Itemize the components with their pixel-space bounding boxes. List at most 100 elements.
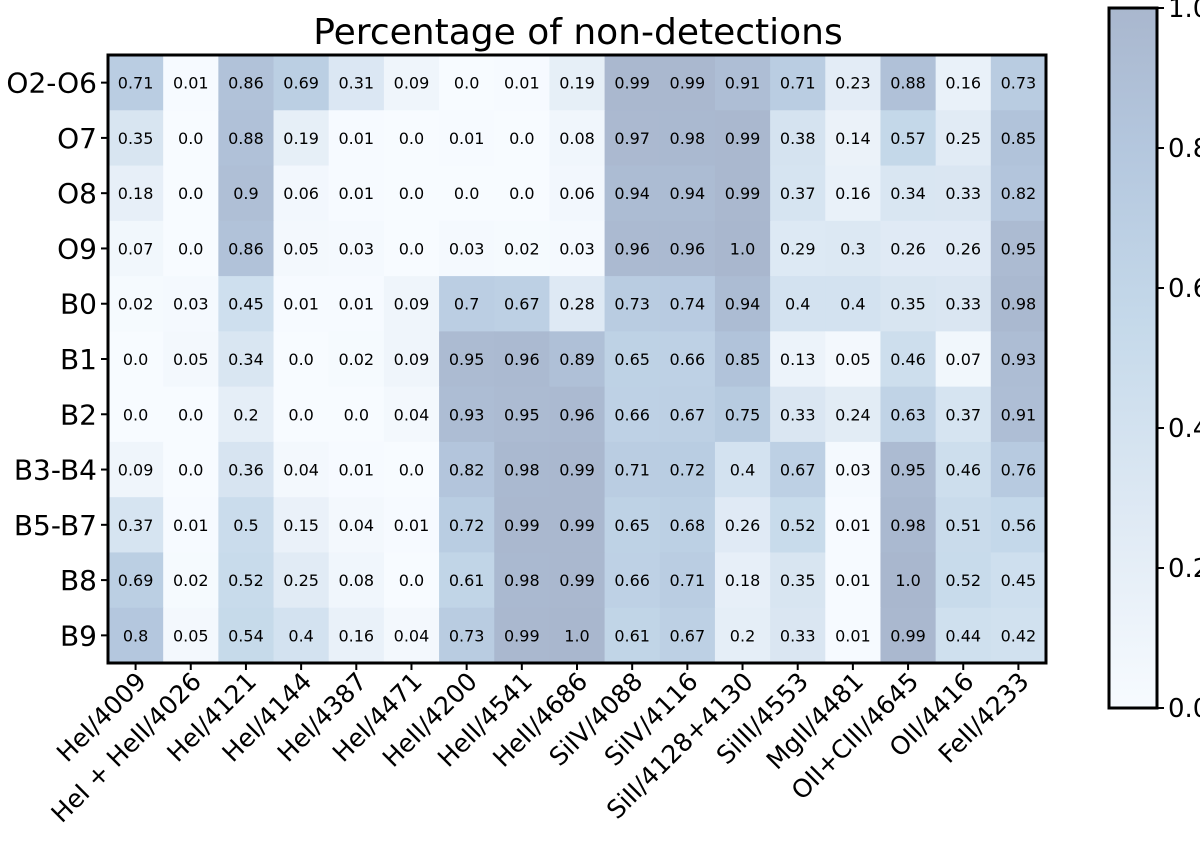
heatmap-cell <box>163 386 219 443</box>
row-tick-label: B0 <box>60 288 97 321</box>
row-tick-label: O2-O6 <box>6 67 97 100</box>
cell-value-label: 0.0 <box>178 461 203 480</box>
heatmap-cell <box>770 110 826 167</box>
heatmap-cell <box>659 607 716 664</box>
heatmap-cell <box>659 441 716 498</box>
cell-value-label: 0.0 <box>123 350 148 369</box>
heatmap-cell <box>108 276 164 332</box>
heatmap-cell <box>439 441 495 498</box>
heatmap-cell <box>770 220 826 277</box>
cell-value-label: 0.26 <box>890 239 926 258</box>
heatmap-cell <box>880 110 937 167</box>
cell-value-label: 0.91 <box>1001 405 1037 424</box>
heatmap-cell <box>659 552 716 609</box>
heatmap-cell <box>439 55 495 111</box>
cell-value-label: 0.91 <box>725 74 761 93</box>
heatmap-cell <box>549 552 606 609</box>
cell-value-label: 0.38 <box>780 129 816 148</box>
cell-value-label: 0.0 <box>288 350 313 369</box>
cell-value-label: 0.04 <box>338 516 374 535</box>
cell-value-label: 0.16 <box>835 184 871 203</box>
heatmap-cell <box>163 165 219 222</box>
cell-value-label: 0.02 <box>504 239 540 258</box>
row-tick-label: B1 <box>60 343 97 376</box>
heatmap-cell <box>108 441 164 498</box>
cell-value-label: 0.99 <box>614 74 650 93</box>
cell-value-label: 0.0 <box>509 129 534 148</box>
cell-value-label: 0.2 <box>233 405 258 424</box>
heatmap-cell <box>549 497 606 554</box>
cell-value-label: 0.75 <box>725 405 761 424</box>
heatmap-cell <box>659 386 716 443</box>
cell-value-label: 0.93 <box>449 405 485 424</box>
heatmap-cell <box>218 552 275 609</box>
heatmap-cell <box>383 276 440 332</box>
heatmap-cell <box>273 276 330 332</box>
cell-value-label: 0.88 <box>228 129 264 148</box>
cell-value-label: 0.99 <box>559 516 595 535</box>
cell-value-label: 0.31 <box>338 74 374 93</box>
cell-value-label: 0.24 <box>835 405 871 424</box>
heatmap-cell <box>659 220 716 277</box>
heatmap-cell <box>990 165 1047 222</box>
cell-value-label: 0.01 <box>835 516 871 535</box>
cell-value-label: 0.69 <box>118 571 154 590</box>
heatmap-cell <box>439 552 495 609</box>
cell-value-label: 0.85 <box>725 350 761 369</box>
heatmap-cell <box>659 331 716 388</box>
heatmap-cell <box>383 165 440 222</box>
cell-value-label: 0.25 <box>945 129 981 148</box>
cell-value-label: 0.35 <box>118 129 154 148</box>
heatmap-cell <box>494 110 551 167</box>
heatmap-cell <box>604 220 661 277</box>
colorbar <box>1107 6 1159 710</box>
cell-value-label: 0.86 <box>228 74 264 93</box>
heatmap-cell <box>163 276 219 332</box>
heatmap-cell <box>494 165 551 222</box>
cell-value-label: 0.98 <box>890 516 926 535</box>
heatmap-cell <box>273 386 330 443</box>
heatmap-cell <box>163 552 219 609</box>
heatmap-cell <box>328 220 385 277</box>
cell-value-label: 0.61 <box>614 626 650 645</box>
cell-value-label: 0.23 <box>835 74 871 93</box>
cell-value-label: 0.42 <box>1001 626 1037 645</box>
heatmap-cell <box>935 552 992 609</box>
heatmap-cell <box>383 55 440 111</box>
heatmap-cell <box>770 55 826 111</box>
heatmap-cell <box>549 607 606 664</box>
heatmap-cell <box>880 441 937 498</box>
cell-value-label: 0.09 <box>394 74 430 93</box>
cell-value-label: 0.94 <box>725 295 761 314</box>
heatmap-cell <box>328 607 385 664</box>
cell-value-label: 0.98 <box>1001 295 1037 314</box>
cell-value-label: 0.69 <box>283 74 319 93</box>
cell-value-label: 0.25 <box>283 571 319 590</box>
cell-value-label: 0.99 <box>725 184 761 203</box>
row-tick-label: O7 <box>57 122 97 155</box>
cell-value-label: 0.07 <box>945 350 981 369</box>
row-tick-label: B8 <box>60 564 97 597</box>
heatmap-cell <box>218 386 275 443</box>
cell-value-label: 0.86 <box>228 239 264 258</box>
cell-value-label: 0.0 <box>454 74 479 93</box>
cell-value-label: 0.19 <box>283 129 319 148</box>
cell-value-label: 0.03 <box>338 239 374 258</box>
heatmap-cell <box>935 220 992 277</box>
cell-value-label: 0.71 <box>118 74 154 93</box>
cell-value-label: 0.57 <box>890 129 926 148</box>
heatmap-cell <box>439 386 495 443</box>
heatmap-cell <box>108 55 164 111</box>
heatmap-cell <box>935 55 992 111</box>
heatmap-cell <box>273 552 330 609</box>
heatmap-cell <box>163 220 219 277</box>
cell-value-label: 0.99 <box>725 129 761 148</box>
cell-value-label: 0.67 <box>670 405 706 424</box>
cell-value-label: 0.52 <box>228 571 264 590</box>
heatmap-cell <box>383 331 440 388</box>
heatmap-cell <box>549 110 606 167</box>
cell-value-label: 0.9 <box>233 184 258 203</box>
cell-value-label: 0.46 <box>890 350 926 369</box>
heatmap-cell <box>990 276 1047 332</box>
